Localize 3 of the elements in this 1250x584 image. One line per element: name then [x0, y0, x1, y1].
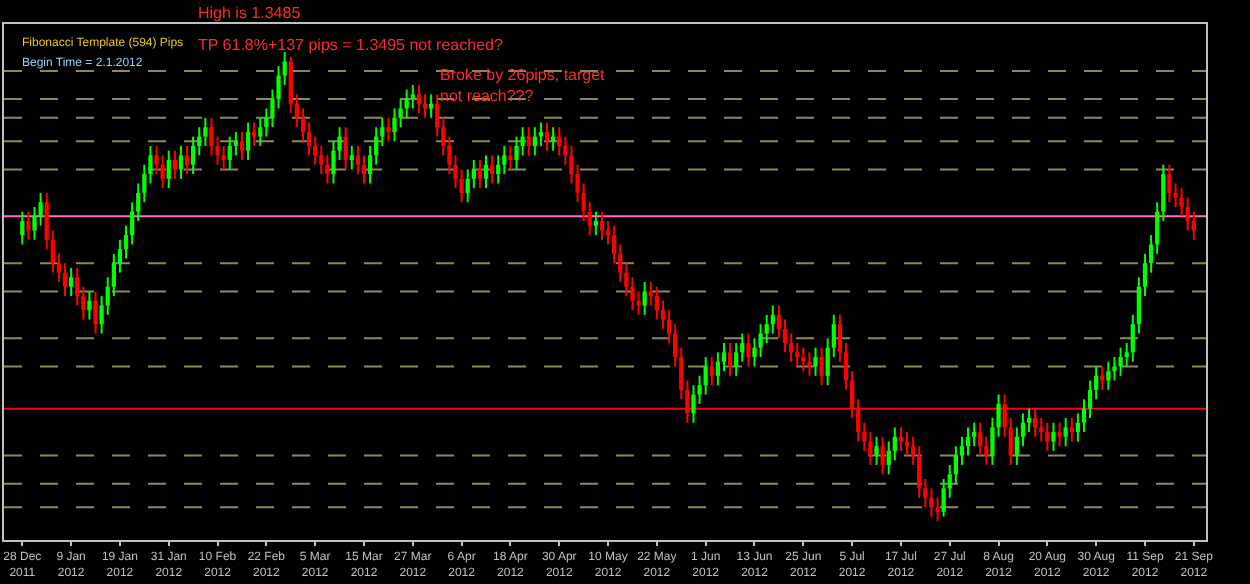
annotation: TP 61.8%+137 pips = 1.3495 not reached? — [198, 36, 504, 54]
text: High is 1.3485 — [198, 4, 302, 22]
annotation: Broke by 26pips, target not reach??? — [440, 66, 607, 105]
